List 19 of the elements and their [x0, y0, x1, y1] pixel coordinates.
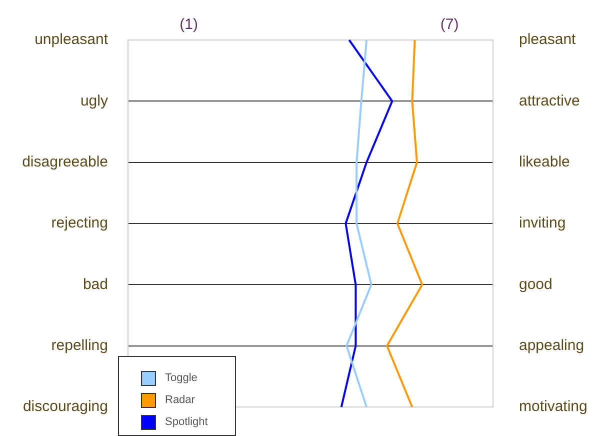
- y-tick-label: repelling: [51, 336, 108, 354]
- legend-label: Toggle: [165, 372, 198, 384]
- y2-tick-label: good: [519, 276, 552, 293]
- y2-tick-label: motivating: [519, 398, 588, 416]
- legend-label: Radar: [165, 394, 195, 406]
- x-tick-label: (1): [180, 16, 198, 34]
- y-tick-label: bad: [82, 276, 108, 293]
- y2-tick-label: pleasant: [519, 31, 577, 48]
- y-tick-label: ugly: [80, 92, 108, 110]
- y2-tick-label: inviting: [519, 214, 566, 232]
- y-tick-label: unpleasant: [34, 31, 109, 48]
- y-tick-label: discouraging: [22, 398, 108, 416]
- y-tick-label: rejecting: [51, 214, 108, 232]
- y2-tick-label: attractive: [519, 92, 580, 110]
- y-tick-label: disagreeable: [22, 153, 108, 170]
- y2-tick-label: likeable: [519, 153, 570, 170]
- legend-label: Spotlight: [165, 416, 208, 428]
- x-tick-label: (7): [440, 16, 459, 34]
- y2-tick-label: appealing: [519, 336, 584, 354]
